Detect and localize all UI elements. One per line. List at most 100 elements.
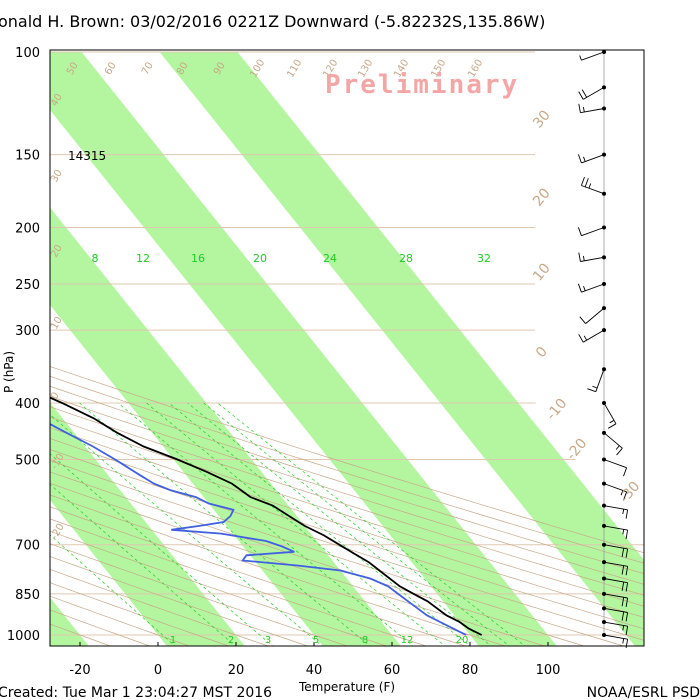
isotherm-bands xyxy=(50,52,644,646)
wind-barb-flag xyxy=(625,582,629,592)
wind-barb-flag xyxy=(621,581,625,591)
mixing-ratio-label: 12 xyxy=(136,252,150,265)
wind-barb-column xyxy=(577,50,629,649)
pressure-tick-label: 200 xyxy=(15,222,40,237)
wind-barb-dot xyxy=(602,457,606,462)
isotherm-band xyxy=(50,52,557,646)
dry-adiabat xyxy=(50,471,586,646)
wind-barb-half-flag xyxy=(582,255,585,261)
mixing-ratio-lines xyxy=(50,402,526,646)
wind-barb-flag xyxy=(621,565,625,575)
mixing-ratio-line xyxy=(50,483,236,646)
wind-barb-dot xyxy=(602,191,606,196)
wind-barb-half-flag xyxy=(609,419,615,424)
wind-barb-flag xyxy=(623,491,628,501)
mixing-ratio-label: 24 xyxy=(323,252,337,265)
mixing-ratio-label: 2 xyxy=(228,635,234,646)
wind-barb-flag xyxy=(625,566,629,576)
credit-label: NOAA/ESRL PSD xyxy=(587,685,700,700)
wind-barb xyxy=(580,108,605,114)
wind-barb-flag xyxy=(587,388,596,393)
wind-barb xyxy=(581,227,605,237)
wind-barb xyxy=(603,483,627,493)
wind-barb-flag xyxy=(579,316,586,324)
wind-barb-flag xyxy=(581,89,588,98)
wind-barb-flag xyxy=(577,154,582,164)
wind-barb xyxy=(603,432,623,449)
adiabat-lines xyxy=(50,366,644,646)
dry-adiabat xyxy=(50,543,349,646)
wind-barb-dot xyxy=(602,85,606,90)
wind-barb-half-flag xyxy=(622,509,625,515)
x-tick-label: 0 xyxy=(154,663,162,678)
wind-barb-flag xyxy=(621,597,625,607)
wind-barb-flag xyxy=(577,283,582,293)
dewpoint-line xyxy=(50,423,467,636)
dry-adiabat xyxy=(50,460,625,646)
pressure-tick-label: 150 xyxy=(15,149,40,164)
mixing-ratio-label: 12 xyxy=(401,635,414,646)
wind-barb-flag xyxy=(625,612,629,622)
wind-barb-flag xyxy=(625,626,629,636)
mixing-ratio-line xyxy=(79,402,371,646)
mixing-ratio-label: 5 xyxy=(313,635,319,646)
wind-barb-dot xyxy=(602,576,606,581)
wind-barb xyxy=(585,307,605,324)
wind-barb-half-flag xyxy=(579,55,582,61)
wind-barb-half-flag xyxy=(583,156,586,162)
wind-barb-dot xyxy=(602,633,606,637)
wind-barb-dot xyxy=(602,152,606,157)
pressure-tick-label: 400 xyxy=(15,397,40,412)
dry-adiabat xyxy=(50,582,230,646)
x-tick-label: 80 xyxy=(462,663,479,678)
wind-barb-dot xyxy=(602,367,606,372)
wind-barb-flag xyxy=(621,611,625,621)
wind-barb xyxy=(581,51,605,61)
wind-barb xyxy=(581,154,605,164)
wind-barb xyxy=(580,256,605,262)
mixing-ratio-label: 3 xyxy=(265,635,271,646)
pressure-tick-label: 1000 xyxy=(7,629,40,644)
dry-adiabat xyxy=(50,595,191,646)
wind-barb xyxy=(603,459,627,469)
wind-barb-half-flag xyxy=(622,625,625,631)
wind-barb-dot xyxy=(602,523,606,528)
dry-adiabat xyxy=(50,427,644,618)
pressure-tick-label: 500 xyxy=(15,453,40,468)
wind-barb-dot xyxy=(602,255,606,260)
pressure-tick-label: 250 xyxy=(15,278,40,293)
mixing-ratio-line xyxy=(117,402,414,646)
wind-barb-flag xyxy=(616,447,623,456)
wind-barb-dot xyxy=(602,430,606,435)
dry-adiabat xyxy=(50,375,644,564)
x-tick-label: 100 xyxy=(536,663,561,678)
temperature-line xyxy=(50,396,483,636)
wind-barb-flag xyxy=(578,103,581,113)
wind-barb-dot xyxy=(602,225,606,230)
wind-barb-dot xyxy=(602,306,606,311)
wind-barb-dot xyxy=(602,401,606,406)
mixing-ratio-label: 20 xyxy=(253,252,267,265)
barb-column-mask xyxy=(535,50,644,646)
wind-barb-flag xyxy=(625,530,629,540)
x-tick-label: 60 xyxy=(384,663,401,678)
chart-title: onald H. Brown: 03/02/2016 0221Z Downwar… xyxy=(0,12,545,31)
mixing-ratio-line xyxy=(50,414,323,646)
wind-barb-flag xyxy=(577,227,582,236)
mixing-ratio-line xyxy=(203,402,510,646)
dry-adiabat xyxy=(50,449,644,641)
pressure-tick-label: 850 xyxy=(15,588,40,603)
mixing-ratio-label: 8 xyxy=(92,252,99,265)
wind-barb-half-flag xyxy=(622,638,625,644)
wind-barb-half-flag xyxy=(582,106,585,113)
wind-barb-flag xyxy=(578,334,584,343)
isotherm-band xyxy=(50,207,401,646)
x-tick-label: -20 xyxy=(69,663,90,678)
mixing-ratio-label: 28 xyxy=(399,252,413,265)
x-tick-label: 20 xyxy=(228,663,245,678)
pressure-tick-label: 700 xyxy=(15,539,40,554)
wind-barb-dot xyxy=(602,606,606,611)
dry-adiabat xyxy=(50,506,467,646)
dry-adiabat xyxy=(50,494,507,646)
